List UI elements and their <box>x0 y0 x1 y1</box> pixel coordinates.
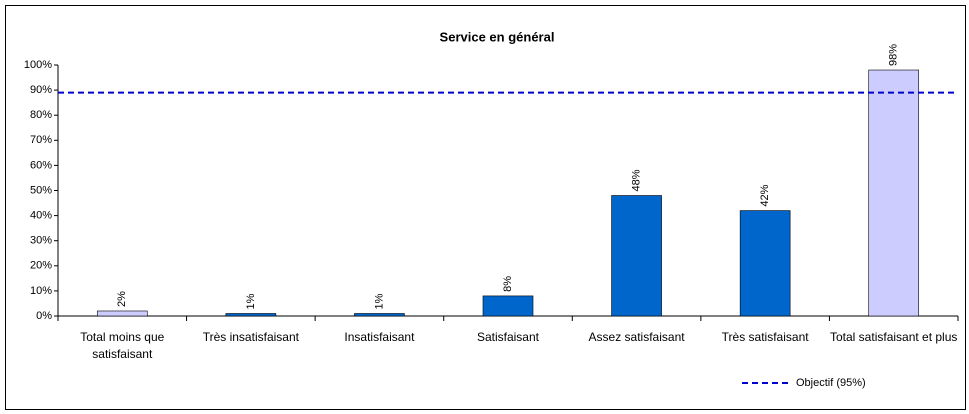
y-tick-label: 70% <box>30 134 52 146</box>
data-label: 1% <box>245 293 257 309</box>
y-tick-label: 80% <box>30 109 52 121</box>
bar <box>354 313 405 317</box>
data-label: 1% <box>373 293 385 309</box>
x-tick-label: Total satisfaisant et plus <box>830 330 958 344</box>
y-tick-label: 90% <box>30 84 52 96</box>
bar <box>225 313 277 317</box>
data-label: 2% <box>116 291 128 307</box>
y-tick-label: 10% <box>30 285 52 297</box>
chart-frame <box>5 5 966 410</box>
x-tick-label: Total moins que satisfaisant <box>80 330 165 361</box>
bar <box>96 310 148 317</box>
chart-title: Service en général <box>440 29 555 44</box>
data-label: 48% <box>630 169 642 191</box>
x-tick-label: Très insatisfaisant <box>202 330 299 344</box>
y-tick-label: 20% <box>30 260 52 272</box>
y-tick-label: 60% <box>30 159 52 171</box>
legend-label: Objectif (95%) <box>796 377 866 389</box>
bar <box>739 210 791 317</box>
data-label: 98% <box>888 44 900 66</box>
x-tick-label: Assez satisfaisant <box>588 330 685 344</box>
y-tick-label: 0% <box>36 310 52 322</box>
bar <box>611 195 662 317</box>
y-tick-label: 100% <box>24 59 52 71</box>
y-tick-label: 40% <box>30 210 52 222</box>
data-label: 8% <box>502 276 514 292</box>
x-tick-label: Satisfaisant <box>476 330 539 344</box>
bar <box>482 295 534 317</box>
x-tick-label: Insatisfaisant <box>344 330 415 344</box>
y-tick-label: 30% <box>30 235 52 247</box>
y-tick-label: 50% <box>30 184 52 196</box>
x-tick-label: Très satisfaisant <box>721 330 809 344</box>
data-label: 42% <box>759 184 771 206</box>
bar <box>868 69 920 317</box>
